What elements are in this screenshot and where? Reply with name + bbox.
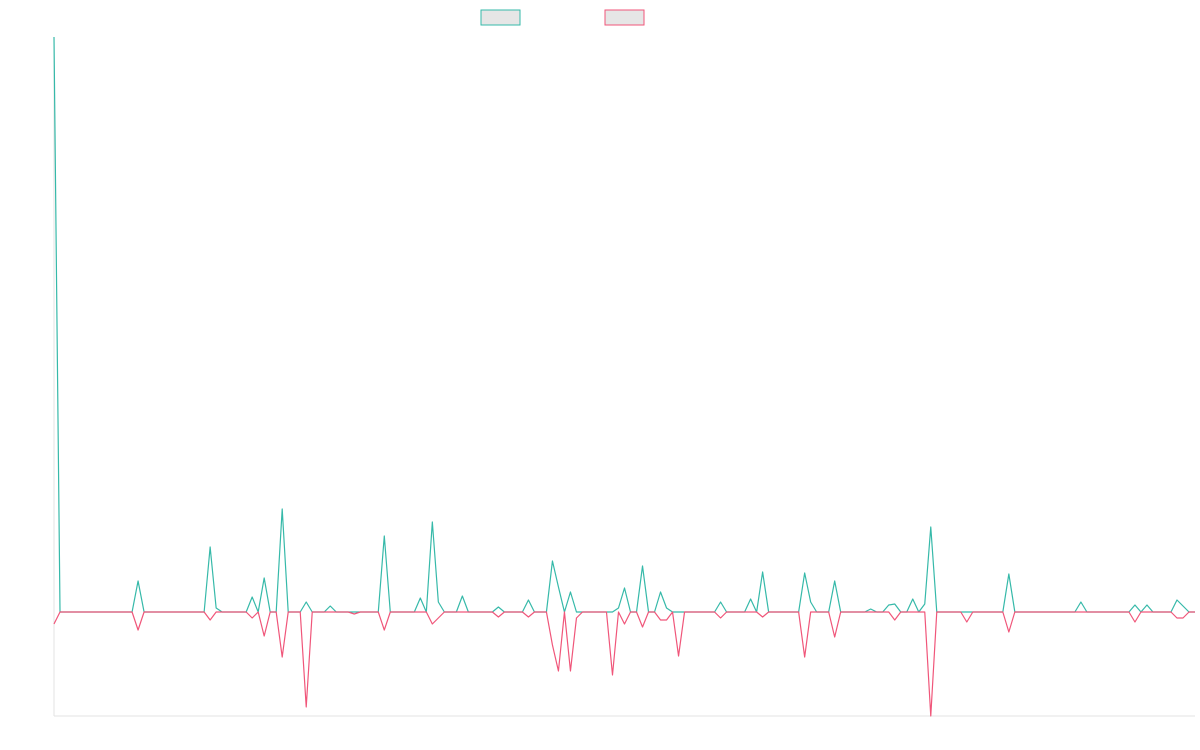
legend-swatch — [480, 9, 521, 26]
series-line — [53, 36, 1195, 613]
series-line — [53, 611, 1195, 717]
legend-swatch — [604, 9, 645, 26]
